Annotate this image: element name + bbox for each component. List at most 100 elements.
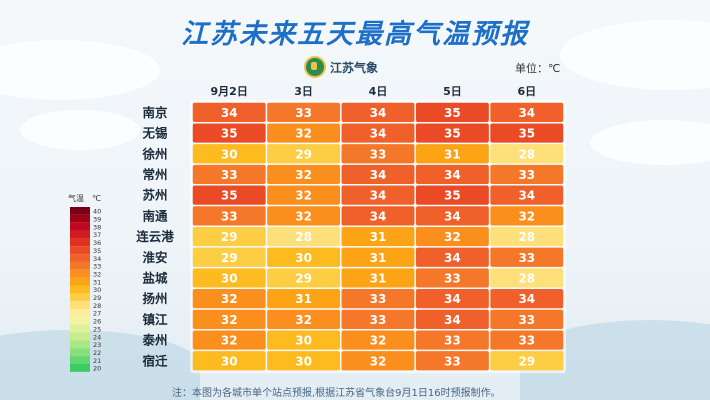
cell-value: 30 xyxy=(295,251,312,265)
row-label: 淮安 xyxy=(142,250,167,265)
row-label: 苏州 xyxy=(142,188,167,203)
cell-value: 35 xyxy=(444,189,461,203)
heatmap-cell xyxy=(341,185,415,205)
legend-level-label: 35 xyxy=(93,247,101,255)
row-label: 南通 xyxy=(142,208,168,223)
cell-value: 32 xyxy=(295,313,312,327)
legend-level-label: 33 xyxy=(93,263,101,271)
heatmap-cell xyxy=(341,247,415,267)
cell-value: 32 xyxy=(295,168,312,182)
legend-swatch xyxy=(70,356,90,364)
cell-value: 34 xyxy=(221,106,238,120)
cell-value: 32 xyxy=(370,354,387,368)
row-label: 常州 xyxy=(142,167,167,182)
cell-value: 28 xyxy=(518,271,535,285)
heatmap-cell xyxy=(415,206,489,226)
legend-swatch xyxy=(70,207,90,215)
heatmap-cell xyxy=(341,226,415,247)
cell-value: 33 xyxy=(370,292,387,306)
cell-value: 31 xyxy=(370,230,387,244)
heatmap-cell xyxy=(192,289,266,309)
legend-level-label: 22 xyxy=(93,349,101,357)
heatmap-cell xyxy=(415,268,489,288)
column-header: 4日 xyxy=(369,85,388,98)
heatmap-cell xyxy=(490,144,564,164)
heatmap-cell xyxy=(192,206,266,226)
heatmap-cell xyxy=(341,206,415,226)
cell-value: 30 xyxy=(221,147,238,161)
row-label: 泰州 xyxy=(141,333,167,348)
legend-swatch xyxy=(70,364,90,372)
cell-value: 35 xyxy=(444,106,461,120)
heatmap-cell xyxy=(341,123,415,143)
cell-value: 34 xyxy=(370,189,387,203)
heatmap-cell xyxy=(490,185,564,205)
cell-value: 33 xyxy=(370,313,387,327)
cell-value: 34 xyxy=(444,313,461,327)
heatmap-cell xyxy=(490,102,564,122)
cell-value: 34 xyxy=(518,189,535,203)
heatmap-cell xyxy=(267,330,341,350)
cell-value: 32 xyxy=(221,334,238,348)
heatmap-cell xyxy=(341,330,415,350)
cell-value: 33 xyxy=(518,168,535,182)
column-header: 5日 xyxy=(443,85,462,98)
cell-value: 29 xyxy=(295,147,312,161)
heatmap-cell xyxy=(192,268,266,288)
cell-value: 34 xyxy=(518,292,535,306)
row-label: 扬州 xyxy=(142,291,167,306)
heatmap-cell xyxy=(415,289,489,309)
heatmap-cell xyxy=(341,289,415,309)
legend-level-label: 26 xyxy=(93,318,101,326)
heatmap-cell xyxy=(490,289,564,309)
cell-value: 35 xyxy=(221,189,238,203)
row-label: 宿迁 xyxy=(142,353,168,368)
heatmap-cell xyxy=(267,289,341,309)
cell-value: 35 xyxy=(518,127,535,141)
heatmap-cell xyxy=(267,206,341,226)
column-header: 3日 xyxy=(294,85,313,98)
legend-swatch xyxy=(70,301,90,310)
logo-text: 江苏气象 xyxy=(330,60,379,75)
cell-value: 32 xyxy=(221,313,238,327)
heatmap-cell xyxy=(490,330,564,350)
legend-level-label: 24 xyxy=(93,333,101,341)
heatmap-cell xyxy=(415,164,489,185)
cell-value: 33 xyxy=(221,168,238,182)
legend-level-label: 40 xyxy=(93,208,101,216)
cell-value: 33 xyxy=(444,271,461,285)
legend-level-label: 25 xyxy=(93,325,101,333)
heatmap-cell xyxy=(192,226,266,247)
legend-swatch xyxy=(70,324,90,333)
cell-value: 33 xyxy=(518,313,535,327)
heatmap-cell xyxy=(192,102,266,122)
heatmap-cell xyxy=(341,164,415,185)
cell-value: 33 xyxy=(370,147,387,161)
cell-value: 34 xyxy=(518,106,535,120)
legend-level-label: 32 xyxy=(93,270,101,278)
legend-swatch xyxy=(70,340,90,349)
cell-value: 31 xyxy=(370,251,387,265)
cell-value: 32 xyxy=(370,334,387,348)
cell-value: 33 xyxy=(221,209,238,223)
heatmap-cell xyxy=(490,351,564,371)
cell-value: 28 xyxy=(295,230,312,244)
row-label: 连云港 xyxy=(136,229,174,244)
legend-swatch xyxy=(70,285,90,294)
cell-value: 32 xyxy=(295,209,312,223)
heatmap-cell xyxy=(341,144,415,164)
heatmap-cell xyxy=(341,351,415,371)
legend-swatch xyxy=(70,269,90,278)
cell-value: 34 xyxy=(370,127,387,141)
row-label: 徐州 xyxy=(141,146,167,161)
cell-value: 30 xyxy=(295,354,312,368)
legend-level-label: 39 xyxy=(93,216,101,224)
legend-level-label: 31 xyxy=(93,278,101,286)
legend-title: 气温 xyxy=(68,193,84,203)
cell-value: 34 xyxy=(444,292,461,306)
heatmap-cell xyxy=(415,309,489,329)
legend-swatch xyxy=(70,348,90,357)
cell-value: 33 xyxy=(444,334,461,348)
